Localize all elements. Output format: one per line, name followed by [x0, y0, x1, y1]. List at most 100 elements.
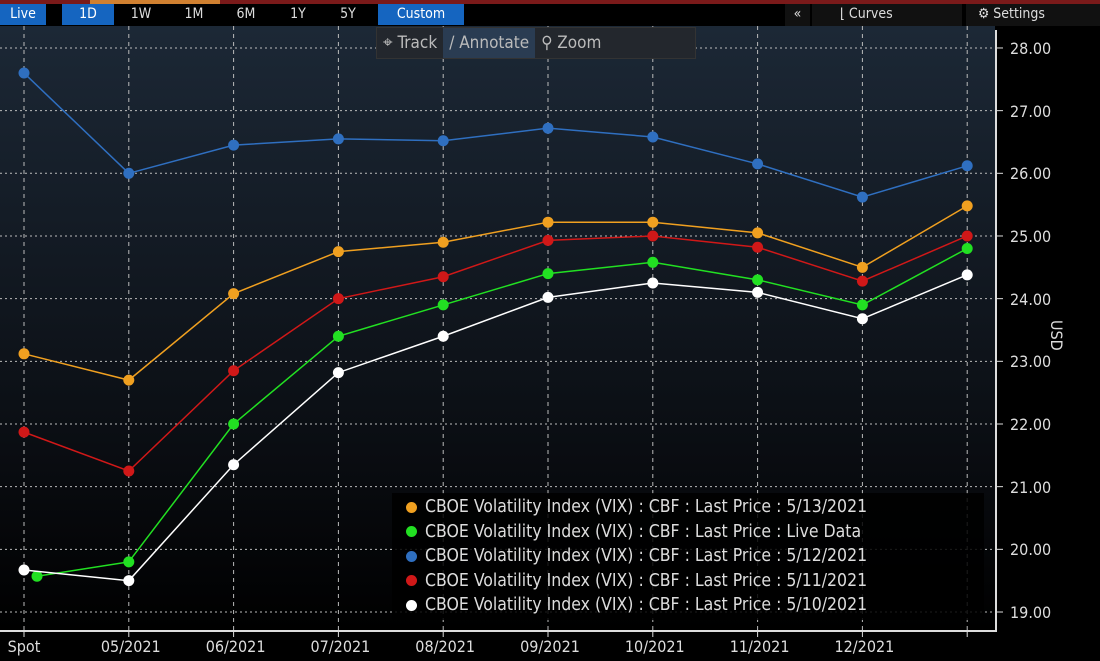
y-tick-label: 23.00 [1010, 352, 1052, 372]
curves-icon: ⌊ [840, 6, 849, 22]
data-point [647, 230, 659, 242]
data-point [437, 236, 449, 248]
data-point [856, 275, 868, 287]
data-point [647, 277, 659, 289]
data-point [332, 367, 344, 379]
data-point [332, 246, 344, 258]
data-point [647, 256, 659, 268]
legend: CBOE Volatility Index (VIX) : CBF : Last… [392, 493, 984, 620]
legend-marker [406, 575, 417, 586]
chart-tools: ⌖ Track ∕ Annotate ⚲ Zoom [376, 27, 696, 59]
data-point [123, 556, 135, 568]
legend-label: CBOE Volatility Index (VIX) : CBF : Last… [425, 546, 868, 566]
data-point [752, 158, 764, 170]
data-point [228, 288, 240, 300]
data-point [752, 274, 764, 286]
x-tick-label: 08/2021 [415, 637, 476, 656]
data-point [228, 365, 240, 377]
y-tick-label: 24.00 [1010, 289, 1052, 309]
data-point [856, 191, 868, 203]
data-point [123, 575, 135, 587]
data-point [961, 243, 973, 255]
data-point [228, 139, 240, 151]
crosshair-icon: ⌖ [383, 33, 398, 53]
x-tick-label: 06/2021 [205, 637, 266, 656]
data-point [123, 374, 135, 386]
data-point [31, 570, 43, 582]
data-point [228, 459, 240, 471]
y-tick-label: 21.00 [1010, 477, 1052, 497]
x-tick-label: 11/2021 [729, 637, 790, 656]
data-point [752, 286, 764, 298]
data-point [123, 465, 135, 477]
range-5y[interactable]: 5Y [340, 6, 356, 22]
range-1w[interactable]: 1W [130, 6, 152, 22]
legend-label: CBOE Volatility Index (VIX) : CBF : Last… [425, 570, 868, 591]
range-1d[interactable]: 1D [62, 4, 114, 25]
range-custom[interactable]: Custom [378, 4, 464, 25]
annotate-button[interactable]: ∕ Annotate [443, 28, 536, 58]
data-point [542, 291, 554, 303]
settings-button[interactable]: ⚙ Settings [966, 4, 1100, 26]
gear-icon: ⚙ [978, 6, 994, 22]
data-point [437, 330, 449, 342]
legend-marker [406, 599, 417, 611]
series-line [36, 247, 968, 578]
collapse-button[interactable]: « [785, 4, 810, 26]
x-tick-label: 07/2021 [310, 637, 371, 656]
legend-item[interactable]: CBOE Volatility Index (VIX) : CBF : Last… [392, 520, 984, 545]
data-point [856, 313, 868, 325]
data-point [332, 293, 344, 305]
pencil-icon: ∕ [449, 33, 460, 53]
data-point [856, 299, 868, 311]
data-point [752, 227, 764, 239]
data-point [332, 330, 344, 342]
y-tick-label: 22.00 [1010, 414, 1052, 434]
legend-marker [406, 501, 417, 513]
data-point [542, 122, 554, 134]
y-tick-label: 19.00 [1010, 603, 1052, 622]
legend-item[interactable]: CBOE Volatility Index (VIX) : CBF : Last… [392, 544, 984, 569]
legend-label: CBOE Volatility Index (VIX) : CBF : Last… [425, 521, 862, 542]
legend-label: CBOE Volatility Index (VIX) : CBF : Last… [425, 497, 868, 517]
data-point [961, 230, 973, 242]
y-tick-label: 26.00 [1010, 164, 1052, 184]
data-point [542, 216, 554, 228]
y-axis-label: USD [1047, 320, 1066, 351]
legend-marker [406, 550, 417, 562]
data-point [647, 216, 659, 228]
data-point [961, 200, 973, 212]
legend-item[interactable]: CBOE Volatility Index (VIX) : CBF : Last… [392, 593, 984, 618]
x-tick-label: 09/2021 [520, 637, 580, 656]
x-tick-label: Spot [7, 637, 41, 656]
zoom-button[interactable]: ⚲ Zoom [541, 33, 602, 53]
data-point [542, 268, 554, 280]
legend-item[interactable]: CBOE Volatility Index (VIX) : CBF : Last… [392, 495, 984, 520]
curves-button[interactable]: ⌊ Curves [812, 4, 962, 26]
data-point [961, 269, 973, 281]
range-live[interactable]: Live [0, 4, 46, 25]
series-line [23, 235, 968, 472]
data-point [123, 167, 135, 179]
range-1y[interactable]: 1Y [290, 6, 306, 22]
data-point [437, 299, 449, 311]
legend-item[interactable]: CBOE Volatility Index (VIX) : CBF : Last… [392, 569, 984, 594]
y-tick-label: 28.00 [1010, 38, 1052, 58]
data-point [18, 564, 30, 576]
range-1m[interactable]: 1M [184, 6, 204, 22]
data-point [647, 131, 659, 143]
x-tick-label: 12/2021 [834, 637, 895, 656]
data-point [18, 426, 30, 438]
track-button[interactable]: ⌖ Track [383, 33, 438, 53]
series-line [23, 72, 968, 198]
y-tick-label: 25.00 [1010, 226, 1052, 246]
data-point [961, 160, 973, 172]
data-point [332, 133, 344, 145]
top-strip [0, 0, 1100, 4]
x-tick-label: 10/2021 [624, 637, 685, 656]
range-6m[interactable]: 6M [236, 6, 256, 22]
data-point [18, 348, 30, 360]
y-tick-label: 27.00 [1010, 101, 1052, 121]
x-tick-label: 05/2021 [100, 637, 161, 656]
